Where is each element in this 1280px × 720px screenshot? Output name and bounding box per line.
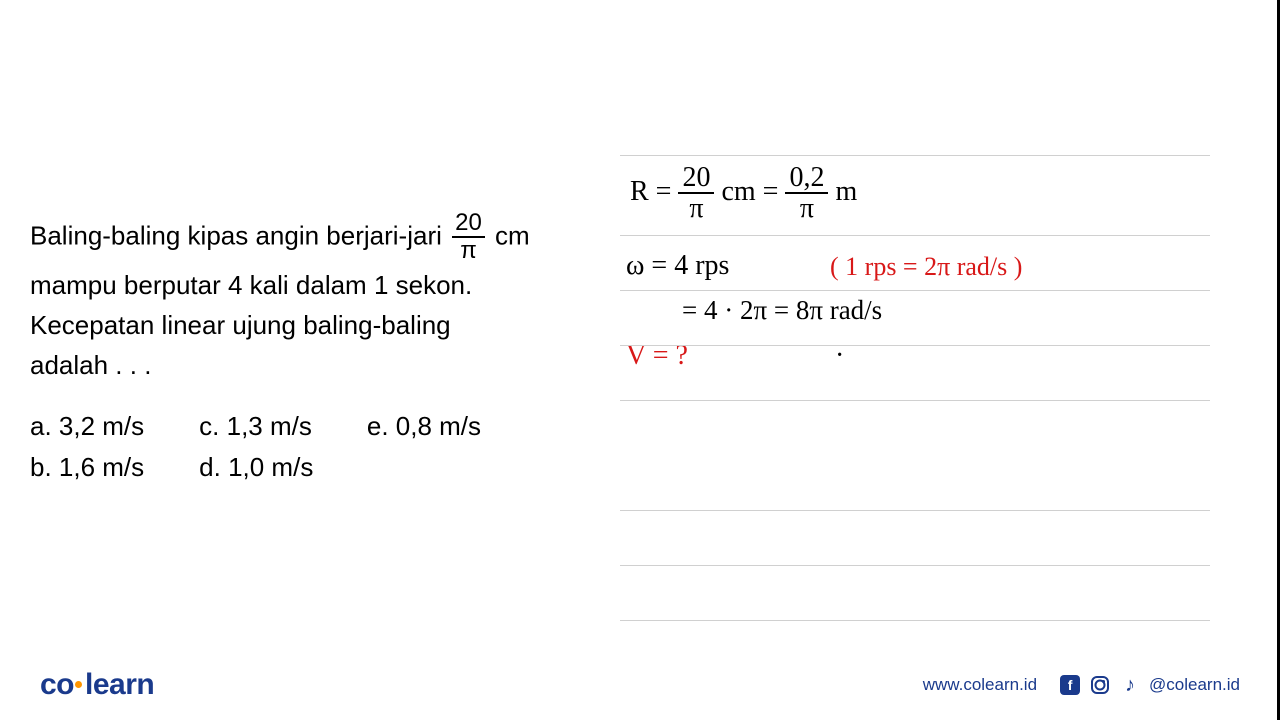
question-line1-prefix: Baling-baling kipas angin berjari-jari bbox=[30, 220, 449, 250]
footer-url: www.colearn.id bbox=[923, 675, 1037, 695]
logo: colearn bbox=[40, 668, 154, 702]
ruled-line bbox=[620, 345, 1210, 346]
ruled-line bbox=[620, 290, 1210, 291]
logo-dot-icon bbox=[75, 681, 82, 688]
option-b: b. 1,6 m/s bbox=[30, 447, 144, 489]
hand-line2a: ω = 4 rps bbox=[626, 250, 729, 282]
option-e: e. 0,8 m/s bbox=[367, 406, 481, 448]
ruled-line bbox=[620, 400, 1210, 401]
ruled-line bbox=[620, 155, 1210, 156]
question-block: Baling-baling kipas angin berjari-jari 2… bbox=[30, 210, 610, 489]
question-line4: adalah . . . bbox=[30, 350, 151, 380]
footer-handle: @colearn.id bbox=[1149, 675, 1240, 695]
question-fraction: 20π bbox=[452, 210, 485, 265]
facebook-icon: f bbox=[1059, 674, 1081, 696]
hand-line1: R = 20π cm = 0,2π m bbox=[630, 163, 857, 224]
social-icons: f ♪ @colearn.id bbox=[1059, 674, 1240, 696]
instagram-icon bbox=[1089, 674, 1111, 696]
option-a: a. 3,2 m/s bbox=[30, 406, 144, 448]
question-line1-suffix: cm bbox=[488, 220, 530, 250]
hand-line3: = 4 · 2π = 8π rad/s bbox=[682, 295, 882, 326]
hand-line2b: ( 1 rps = 2π rad/s ) bbox=[830, 252, 1022, 282]
ruled-line bbox=[620, 235, 1210, 236]
answer-options: a. 3,2 m/s c. 1,3 m/s e. 0,8 m/s b. 1,6 … bbox=[30, 406, 610, 489]
ruled-line bbox=[620, 565, 1210, 566]
ruled-line bbox=[620, 620, 1210, 621]
question-line2: mampu berputar 4 kali dalam 1 sekon. bbox=[30, 270, 472, 300]
ruled-line bbox=[620, 510, 1210, 511]
option-d: d. 1,0 m/s bbox=[199, 447, 313, 489]
option-c: c. 1,3 m/s bbox=[199, 406, 312, 448]
footer: colearn www.colearn.id f ♪ @colearn.id bbox=[0, 650, 1280, 720]
question-line3: Kecepatan linear ujung baling-baling bbox=[30, 310, 451, 340]
tiktok-icon: ♪ bbox=[1119, 674, 1141, 696]
